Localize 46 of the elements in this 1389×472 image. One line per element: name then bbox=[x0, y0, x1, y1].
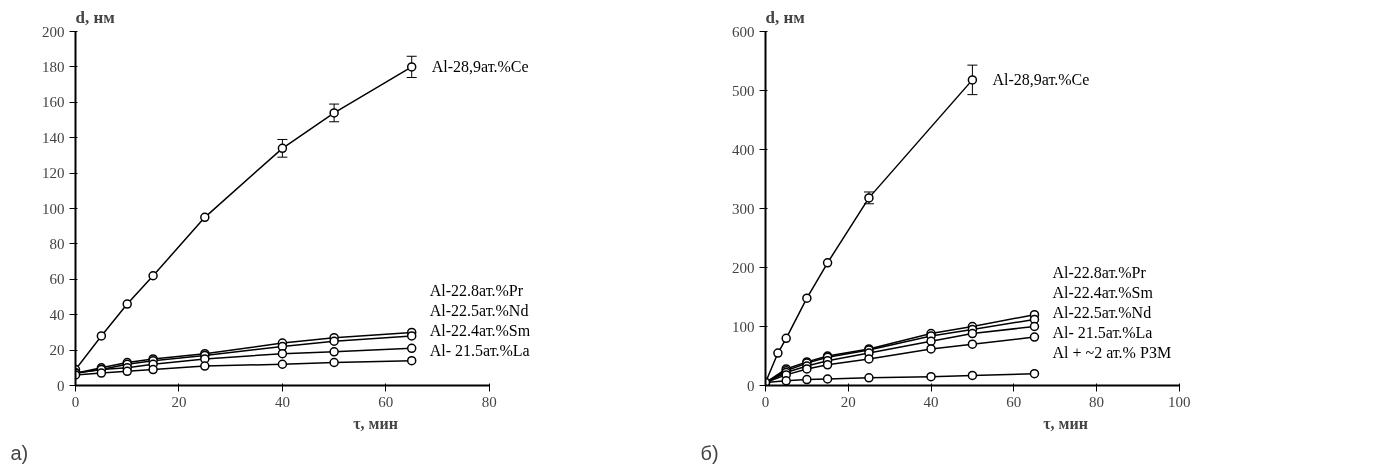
text: Al-22.8ат.%Pr bbox=[1052, 264, 1147, 282]
y-tick-label: 160 bbox=[42, 94, 65, 111]
x-axis-title: τ, мин bbox=[1043, 414, 1088, 432]
series-label: Al-28,9ат.%Ce bbox=[431, 58, 529, 76]
text: Al-22.8ат.%Pr bbox=[429, 281, 524, 299]
y-axis-title: d, нм bbox=[75, 7, 116, 27]
y-tick-label: 600 bbox=[732, 23, 755, 40]
y-tick-label: 0 bbox=[747, 377, 755, 394]
y-tick-label: 180 bbox=[42, 58, 65, 75]
text: а) bbox=[10, 441, 29, 464]
y-tick-label: 0 bbox=[57, 377, 65, 394]
y-tick-label: 100 bbox=[42, 200, 65, 217]
x-axis-title: τ, мин bbox=[353, 414, 398, 432]
x-tick-label: 60 bbox=[1006, 393, 1022, 410]
y-tick-label: 120 bbox=[42, 165, 65, 182]
x-tick-label: 20 bbox=[840, 393, 856, 410]
series-label: Al + ~2 ат.% РЗМ bbox=[1052, 344, 1172, 362]
y-tick-label: 100 bbox=[732, 318, 755, 335]
series-label: Al-28,9ат.%Ce bbox=[992, 71, 1090, 89]
x-tick-label: 0 bbox=[71, 393, 80, 410]
series-label: Al- 21.5ат.%La bbox=[1052, 324, 1153, 342]
x-tick-label: 40 bbox=[274, 393, 290, 410]
series-label: Al- 21.5ат.%La bbox=[429, 341, 530, 359]
series-label: Al-22.4ат.%Sm bbox=[429, 321, 531, 339]
y-tick-label: 400 bbox=[732, 141, 755, 158]
y-tick-label: 60 bbox=[49, 271, 65, 288]
series-label: Al-22.5ат.%Nd bbox=[429, 301, 529, 319]
y-tick-label: 140 bbox=[42, 129, 65, 146]
y-tick-label: 200 bbox=[732, 259, 755, 276]
y-tick-label: 80 bbox=[49, 235, 65, 252]
series-label: Al-22.4ат.%Sm bbox=[1052, 284, 1154, 302]
y-tick-label: 300 bbox=[732, 200, 755, 217]
text: б) bbox=[700, 441, 719, 464]
y-tick-label: 200 bbox=[42, 23, 65, 40]
x-tick-label: 40 bbox=[923, 393, 939, 410]
y-tick-label: 500 bbox=[732, 82, 755, 99]
x-tick-label: 20 bbox=[171, 393, 187, 410]
y-tick-label: 20 bbox=[49, 342, 65, 359]
series-label: Al-22.5ат.%Nd bbox=[1052, 304, 1152, 322]
x-tick-label: 80 bbox=[481, 393, 497, 410]
x-tick-label: 100 bbox=[1168, 393, 1191, 410]
y-tick-label: 40 bbox=[49, 306, 65, 323]
y-axis-title: d, нм bbox=[765, 7, 806, 27]
x-tick-label: 80 bbox=[1089, 393, 1105, 410]
x-tick-label: 60 bbox=[378, 393, 394, 410]
x-tick-label: 0 bbox=[761, 393, 770, 410]
